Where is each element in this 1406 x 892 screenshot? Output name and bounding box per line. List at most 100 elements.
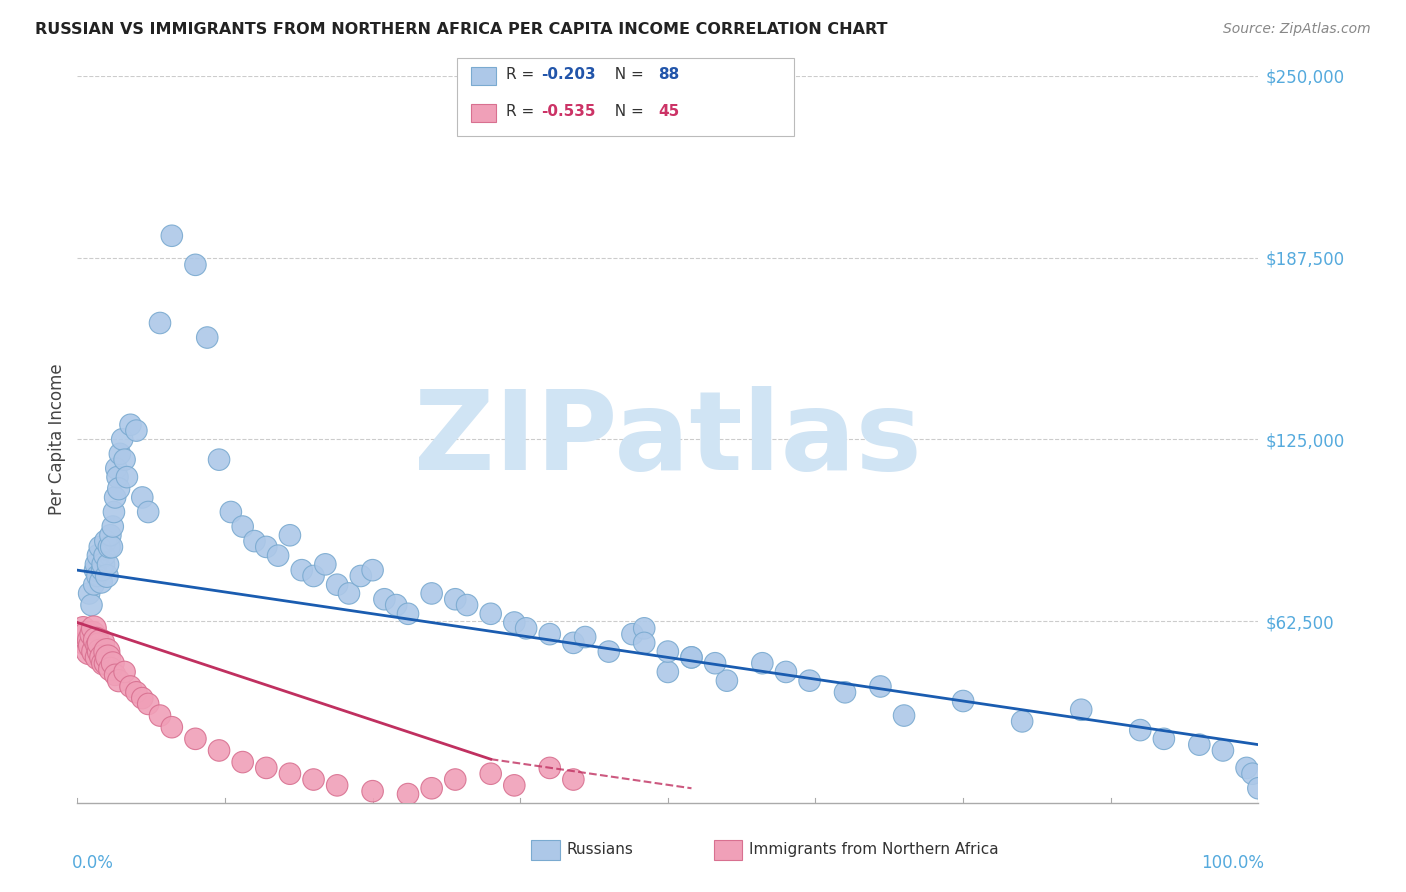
Point: [302, 772, 325, 787]
Point: [1070, 703, 1092, 717]
Point: [103, 505, 125, 519]
Point: [243, 534, 266, 549]
Point: [136, 505, 159, 519]
Point: [278, 766, 301, 780]
Point: [149, 316, 172, 330]
Point: [799, 673, 821, 688]
Y-axis label: Per Capita Income: Per Capita Income: [48, 364, 66, 515]
Point: [633, 621, 655, 635]
Point: [107, 673, 129, 688]
Point: [1011, 714, 1033, 729]
Point: [91, 650, 114, 665]
Point: [93, 549, 115, 563]
Point: [97, 558, 120, 572]
Point: [208, 452, 231, 467]
Text: R =: R =: [506, 104, 540, 119]
Point: [87, 549, 110, 563]
Point: [160, 228, 183, 243]
Point: [111, 432, 134, 446]
Text: -0.203: -0.203: [541, 67, 596, 81]
Point: [100, 662, 122, 676]
Point: [775, 665, 797, 679]
Point: [326, 778, 349, 792]
Text: 45: 45: [658, 104, 679, 119]
Point: [893, 708, 915, 723]
Point: [1212, 743, 1234, 757]
Point: [385, 598, 408, 612]
Point: [479, 766, 502, 780]
Point: [84, 563, 107, 577]
Point: [361, 784, 384, 798]
Point: [91, 657, 114, 671]
Point: [633, 636, 655, 650]
Point: [314, 558, 336, 572]
Point: [503, 615, 526, 630]
Point: [1241, 766, 1264, 780]
Point: [1129, 723, 1152, 737]
Point: [479, 607, 502, 621]
Text: 88: 88: [658, 67, 679, 81]
Point: [86, 650, 108, 665]
Point: [131, 491, 153, 505]
Point: [115, 470, 138, 484]
Point: [208, 743, 231, 757]
Point: [80, 598, 103, 612]
Point: [120, 680, 142, 694]
Point: [120, 417, 142, 432]
Point: [96, 644, 118, 658]
Point: [131, 691, 153, 706]
Point: [1247, 781, 1270, 796]
Point: [444, 772, 467, 787]
Point: [420, 781, 443, 796]
Point: [100, 528, 122, 542]
Point: [98, 540, 121, 554]
Point: [101, 657, 124, 671]
Point: [254, 540, 277, 554]
Point: [101, 519, 124, 533]
Point: [503, 778, 526, 792]
Text: -0.535: -0.535: [541, 104, 596, 119]
Point: [84, 632, 107, 647]
Point: [834, 685, 856, 699]
Point: [361, 563, 384, 577]
Point: [716, 673, 738, 688]
Point: [657, 644, 679, 658]
Point: [184, 731, 207, 746]
Text: Russians: Russians: [567, 842, 634, 856]
Point: [80, 639, 103, 653]
Text: N =: N =: [605, 104, 648, 119]
Point: [84, 644, 107, 658]
Text: Source: ZipAtlas.com: Source: ZipAtlas.com: [1223, 22, 1371, 37]
Text: N =: N =: [605, 67, 648, 81]
Point: [77, 644, 100, 658]
Point: [396, 787, 419, 801]
Point: [107, 470, 129, 484]
Point: [562, 772, 585, 787]
Point: [326, 578, 349, 592]
Point: [86, 569, 108, 583]
Point: [952, 694, 974, 708]
Point: [136, 697, 159, 711]
Point: [681, 650, 703, 665]
Point: [195, 330, 218, 344]
Point: [79, 632, 101, 647]
Text: 0.0%: 0.0%: [72, 854, 114, 871]
Point: [160, 720, 183, 734]
Point: [184, 258, 207, 272]
Point: [107, 482, 129, 496]
Point: [94, 534, 117, 549]
Point: [574, 630, 596, 644]
Point: [291, 563, 314, 577]
Point: [598, 644, 620, 658]
Point: [444, 592, 467, 607]
Point: [232, 519, 254, 533]
Point: [538, 627, 561, 641]
Point: [83, 621, 105, 635]
Point: [72, 621, 94, 635]
Point: [100, 540, 122, 554]
Point: [75, 636, 97, 650]
Point: [108, 447, 131, 461]
Point: [302, 569, 325, 583]
Point: [89, 540, 111, 554]
Point: [87, 639, 110, 653]
